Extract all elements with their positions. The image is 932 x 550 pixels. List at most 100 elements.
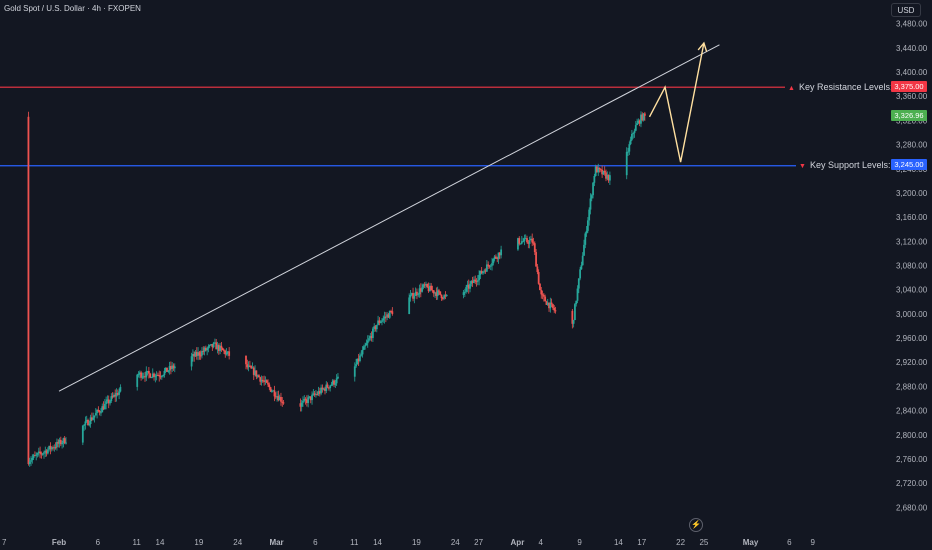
candle-body [109, 400, 111, 404]
x-tick-label: 6 [787, 538, 792, 547]
candle-body [252, 367, 255, 375]
x-tick-label: 4 [539, 538, 544, 547]
candle-body [207, 346, 210, 349]
time-axis: 7 Feb 6 11 14 19 24 Mar 6 11 14 19 24 27 Apr 4 9 14 17 22 25… [2, 538, 815, 547]
candle-body [325, 384, 328, 391]
y-tick-label: 3,200.00 [896, 189, 928, 198]
candle-body [575, 300, 578, 305]
candle-body [318, 391, 321, 394]
candle-body [164, 367, 167, 371]
candle-body [147, 370, 150, 374]
candle-body [31, 457, 34, 461]
candle-body [114, 394, 117, 397]
x-tick-label: 6 [313, 538, 318, 547]
candle-body [628, 144, 631, 152]
trendline[interactable] [58, 44, 720, 392]
candle-body [462, 292, 465, 295]
candle-body [631, 133, 633, 140]
y-tick-label: 3,120.00 [896, 237, 928, 246]
candle-body [28, 461, 31, 465]
candle-body [625, 151, 628, 176]
candle-body [493, 256, 496, 260]
candle-body [541, 294, 544, 296]
candle-body [552, 304, 554, 308]
candle-body [171, 365, 174, 369]
candle-body [523, 238, 526, 242]
candle-body [224, 350, 227, 355]
candle-body [53, 447, 56, 449]
candle-body [89, 417, 92, 425]
candle-body [637, 120, 640, 124]
y-tick-label: 3,040.00 [896, 286, 928, 295]
candle-body [39, 451, 41, 454]
candle-body [412, 293, 414, 299]
y-tick-label: 3,360.00 [896, 92, 928, 101]
candle-body [245, 355, 247, 365]
candle-body [321, 387, 324, 390]
candle-body [58, 439, 61, 444]
candle-body [419, 288, 422, 292]
candle-body [195, 351, 198, 356]
candle-body [390, 310, 392, 312]
candle-body [382, 318, 385, 321]
candle-body [151, 373, 154, 378]
candle-body [259, 377, 262, 382]
candle-body [487, 264, 490, 266]
candle-body [140, 372, 143, 378]
candle-body [444, 295, 447, 297]
candle-body [365, 343, 368, 346]
y-tick-label: 3,280.00 [896, 141, 928, 150]
candle-body [307, 397, 310, 403]
candle-body [518, 238, 521, 244]
candle-body [228, 351, 231, 356]
candle-body [636, 123, 638, 126]
candle-body [594, 166, 597, 176]
candle-body [373, 326, 376, 329]
x-tick-label: 14 [373, 538, 382, 547]
y-tick-label: 3,480.00 [896, 20, 928, 29]
candle-body [49, 445, 52, 450]
candle-body [467, 284, 470, 289]
currency-selector[interactable]: USD [891, 3, 921, 17]
candle-body [57, 441, 60, 444]
candle-body [100, 412, 102, 414]
candle-body [597, 167, 600, 173]
candle-body [206, 348, 209, 351]
candle-body [634, 125, 637, 131]
candle-body [539, 283, 541, 291]
candle-body [362, 346, 365, 350]
candle-body [488, 265, 491, 267]
candle-body [572, 320, 575, 324]
candle-body [214, 342, 216, 344]
candle-body [500, 249, 503, 256]
candle-body [190, 356, 193, 367]
candle-body [36, 453, 39, 455]
x-tick-label: 7 [2, 538, 7, 547]
candle-body [422, 284, 425, 288]
candle-body [386, 314, 389, 317]
candle-body [529, 238, 532, 241]
candle-body [166, 367, 168, 372]
candle-body [35, 454, 38, 456]
candle-body [144, 376, 146, 378]
candle-body [159, 376, 162, 378]
x-tick-label: Feb [52, 538, 66, 547]
y-tick-label: 3,440.00 [896, 44, 928, 53]
candle-body [388, 310, 391, 318]
candle-body [167, 370, 170, 372]
candle-body [92, 417, 95, 420]
candle-body [273, 390, 276, 397]
lightning-icon[interactable]: ⚡ [689, 518, 703, 532]
candle-body [226, 351, 229, 353]
candle-body [202, 350, 205, 352]
candle-body [374, 326, 377, 330]
candle-body [524, 238, 527, 240]
candle-body [299, 403, 302, 407]
candle-body [90, 417, 93, 420]
candle-body [317, 391, 320, 395]
candle-body [483, 270, 486, 272]
projection-path[interactable] [648, 42, 705, 163]
candle-body [440, 294, 443, 299]
candle-body [381, 320, 383, 322]
